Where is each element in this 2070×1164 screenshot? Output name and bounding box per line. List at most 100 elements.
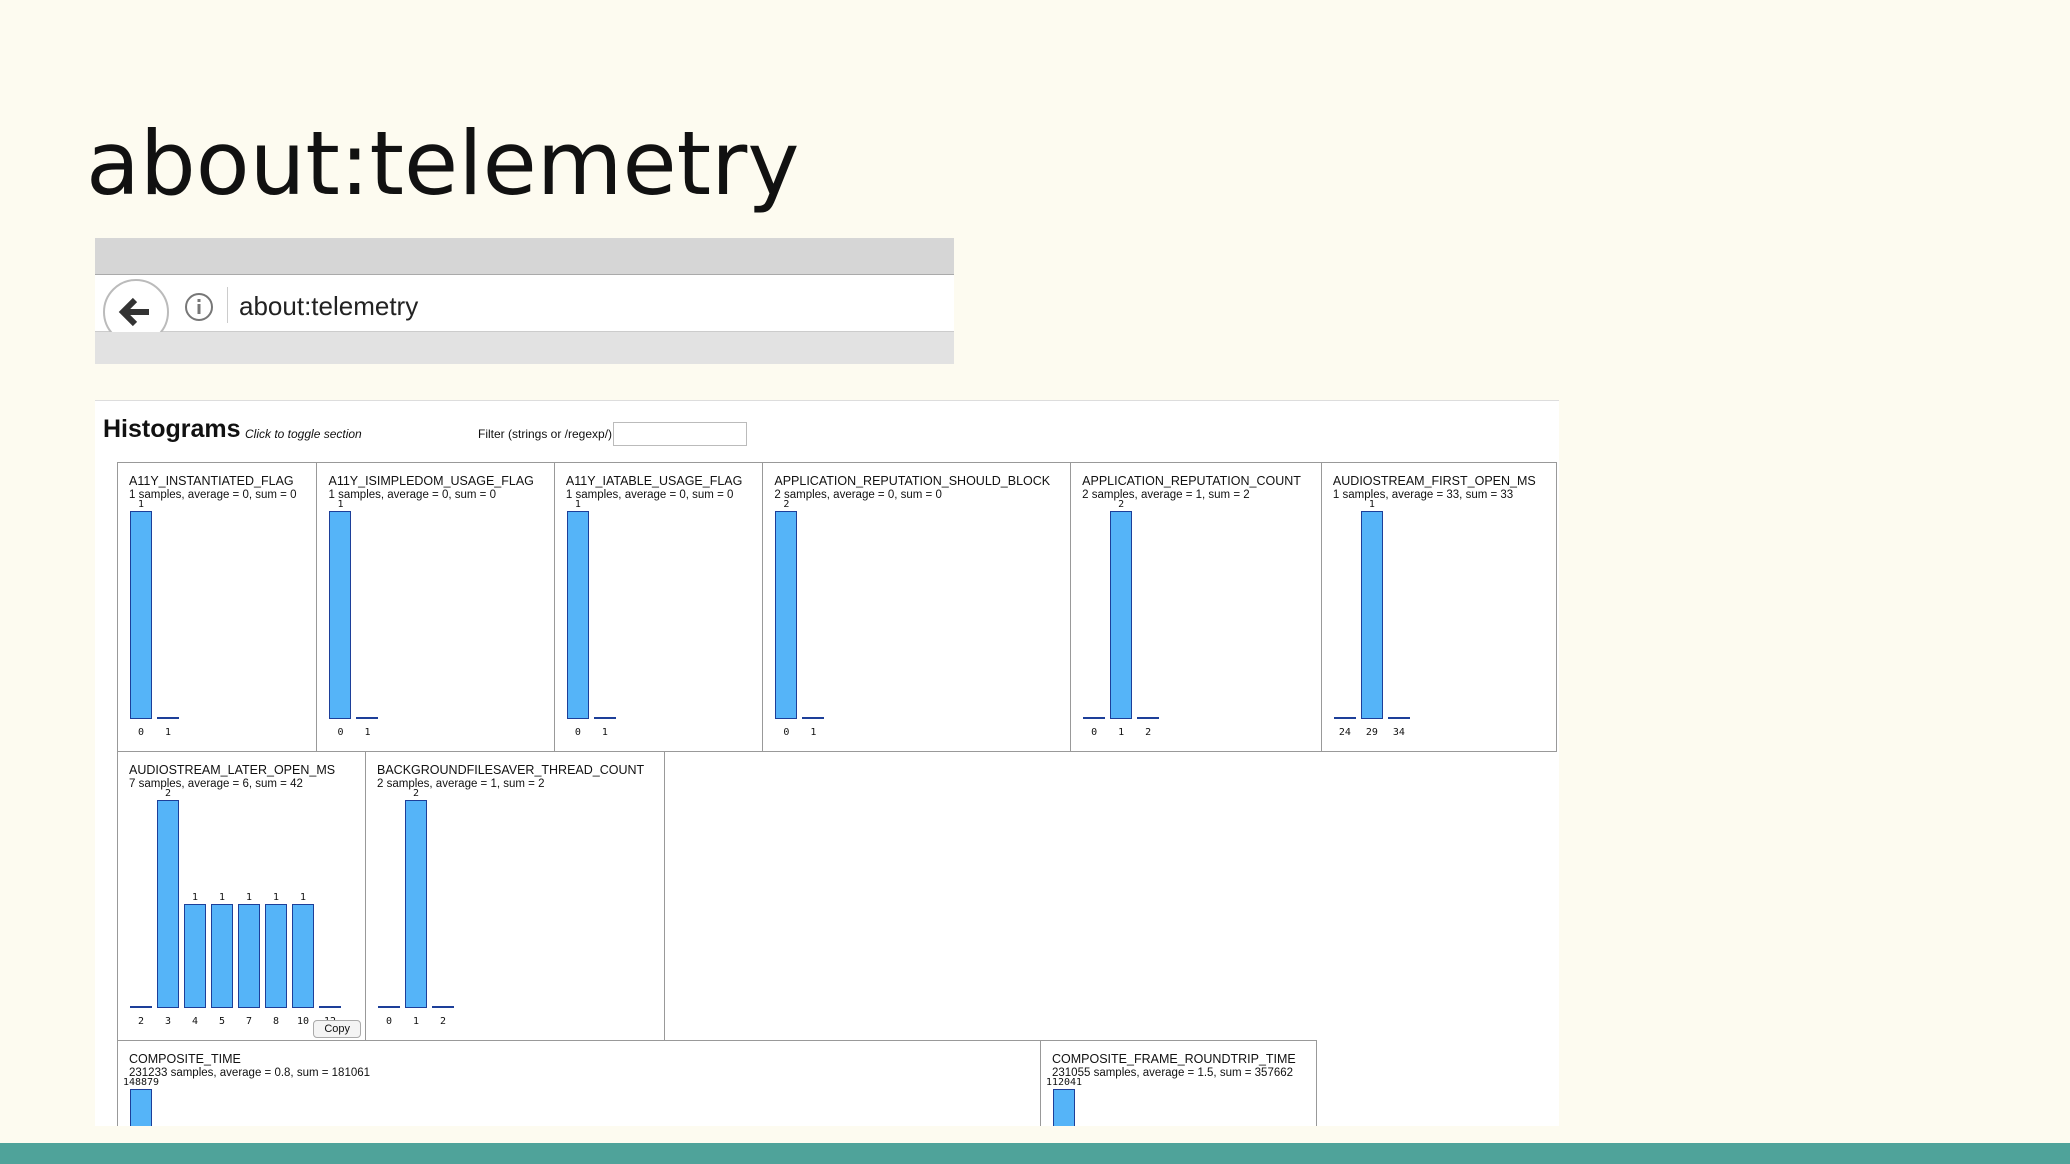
bar (566, 511, 589, 719)
bar (130, 1006, 152, 1008)
count-label: 1 (299, 892, 307, 903)
count-label: 1 (1368, 499, 1375, 510)
bucket: 295 (885, 1083, 912, 1126)
histogram-name: APPLICATION_REPUTATION_SHOULD_BLOCK (774, 474, 1051, 488)
bucket-label: 1 (412, 1016, 420, 1027)
histogram-bars: 1488790359151250942108983495442095511186… (123, 1077, 1020, 1126)
count-label: 2 (164, 788, 172, 799)
footer-band (0, 1143, 2070, 1164)
bucket-label: 2 (1145, 727, 1152, 738)
histogram-summary: 2 samples, average = 1, sum = 2 (377, 778, 545, 790)
bucket: 112041 (1046, 1077, 1082, 1126)
info-icon[interactable] (183, 291, 215, 323)
bar (775, 511, 798, 719)
bucket: 0 (377, 794, 404, 1030)
bar (378, 1006, 400, 1008)
bucket: 16416 (507, 1083, 534, 1126)
bucket: 3820 (561, 1083, 588, 1126)
bucket: 1 29 (1360, 499, 1387, 741)
bar (593, 717, 616, 719)
bucket: 2 (1136, 505, 1163, 741)
bar (238, 904, 260, 1008)
histogram-bars: 112041 (1046, 1077, 1296, 1126)
histogram-bars: 2231415171811012 (129, 788, 345, 1030)
bucket: 3339 (372, 1083, 399, 1126)
filter-input[interactable] (613, 422, 747, 446)
bucket: 1 (156, 505, 183, 741)
histogram-name: A11Y_IATABLE_USAGE_FLAG (565, 474, 743, 488)
bucket: 4058 (345, 1083, 372, 1126)
bucket-label: 0 (337, 727, 344, 738)
bucket: 253 (777, 1083, 804, 1126)
bucket-label: 1 (601, 727, 608, 738)
bucket-label: 2 (439, 1016, 447, 1027)
histogram-summary: 1 samples, average = 0, sum = 0 (565, 489, 734, 501)
count-label: 2 (1118, 499, 1125, 510)
filter-label: Filter (strings or /regexp/) (478, 427, 613, 441)
bucket: 0 (1082, 505, 1109, 741)
bucket-label: 1 (1118, 727, 1125, 738)
bar (157, 800, 179, 1008)
bucket-label: 4 (191, 1016, 199, 1027)
histogram-list: A11Y_INSTANTIATED_FLAG 1 samples, average… (117, 462, 1557, 1126)
bucket: 2 (129, 794, 156, 1030)
count-label: 1 (218, 892, 226, 903)
count-label: 1 (272, 892, 280, 903)
url-text[interactable]: about:telemetry (239, 291, 419, 321)
histogram: APPLICATION_REPUTATION_SHOULD_BLOCK 2 sam… (762, 462, 1072, 752)
count-label: 148879 (122, 1077, 160, 1088)
bucket-label: 29 (1365, 727, 1378, 738)
histogram-summary: 1 samples, average = 0, sum = 0 (129, 489, 297, 501)
bar (319, 1006, 341, 1008)
count-label: 1 (574, 499, 581, 510)
bucket: 342 (723, 1083, 750, 1126)
bucket: 1 (593, 505, 620, 741)
section-title[interactable]: Histograms (103, 415, 241, 443)
bucket: 12 (318, 794, 345, 1030)
bucket: 5947 (318, 1083, 345, 1126)
histogram-name: A11Y_ISIMPLEDOM_USAGE_FLAG (328, 474, 534, 488)
bar (130, 511, 152, 719)
bucket: 24010 (399, 1083, 426, 1126)
bucket-label: 0 (385, 1016, 393, 1027)
bar (1333, 717, 1356, 719)
histogram: A11Y_IATABLE_USAGE_FLAG 1 samples, averag… (553, 462, 764, 752)
bucket-label: 8 (272, 1016, 280, 1027)
browser-chrome: about:telemetry (95, 238, 954, 364)
bucket: 1488790 (123, 1077, 159, 1126)
bucket: 1 10 (291, 794, 318, 1030)
bucket: 1 (801, 505, 828, 741)
bucket-label: 24 (1338, 727, 1351, 738)
bucket: 2107 (912, 1083, 939, 1126)
copy-button[interactable]: Copy (313, 1020, 361, 1038)
bucket: 4518 (534, 1083, 561, 1126)
bucket: 337 (696, 1083, 723, 1126)
bucket-label: 1 (164, 727, 172, 738)
bucket-label: 5 (218, 1016, 226, 1027)
histogram-summary: 2 samples, average = 0, sum = 0 (774, 489, 942, 501)
count-label: 2 (783, 499, 790, 510)
histogram: COMPOSITE_TIME 231233 samples, average = … (117, 1040, 1041, 1126)
section-hint: Click to toggle section (245, 427, 362, 441)
bucket: 12411 (426, 1083, 453, 1126)
histogram-name: AUDIOSTREAM_LATER_OPEN_MS (129, 763, 336, 777)
bucket-label: 0 (783, 727, 790, 738)
url-bar[interactable]: about:telemetry (95, 275, 954, 345)
histogram: APPLICATION_REPUTATION_COUNT 2 samples, a… (1070, 462, 1322, 752)
telemetry-page: Histograms Click to toggle section Filte… (95, 400, 1559, 1126)
histogram: AUDIOSTREAM_LATER_OPEN_MS 7 samples, aver… (117, 751, 366, 1041)
count-label: 1 (137, 499, 145, 510)
bar (1083, 717, 1106, 719)
